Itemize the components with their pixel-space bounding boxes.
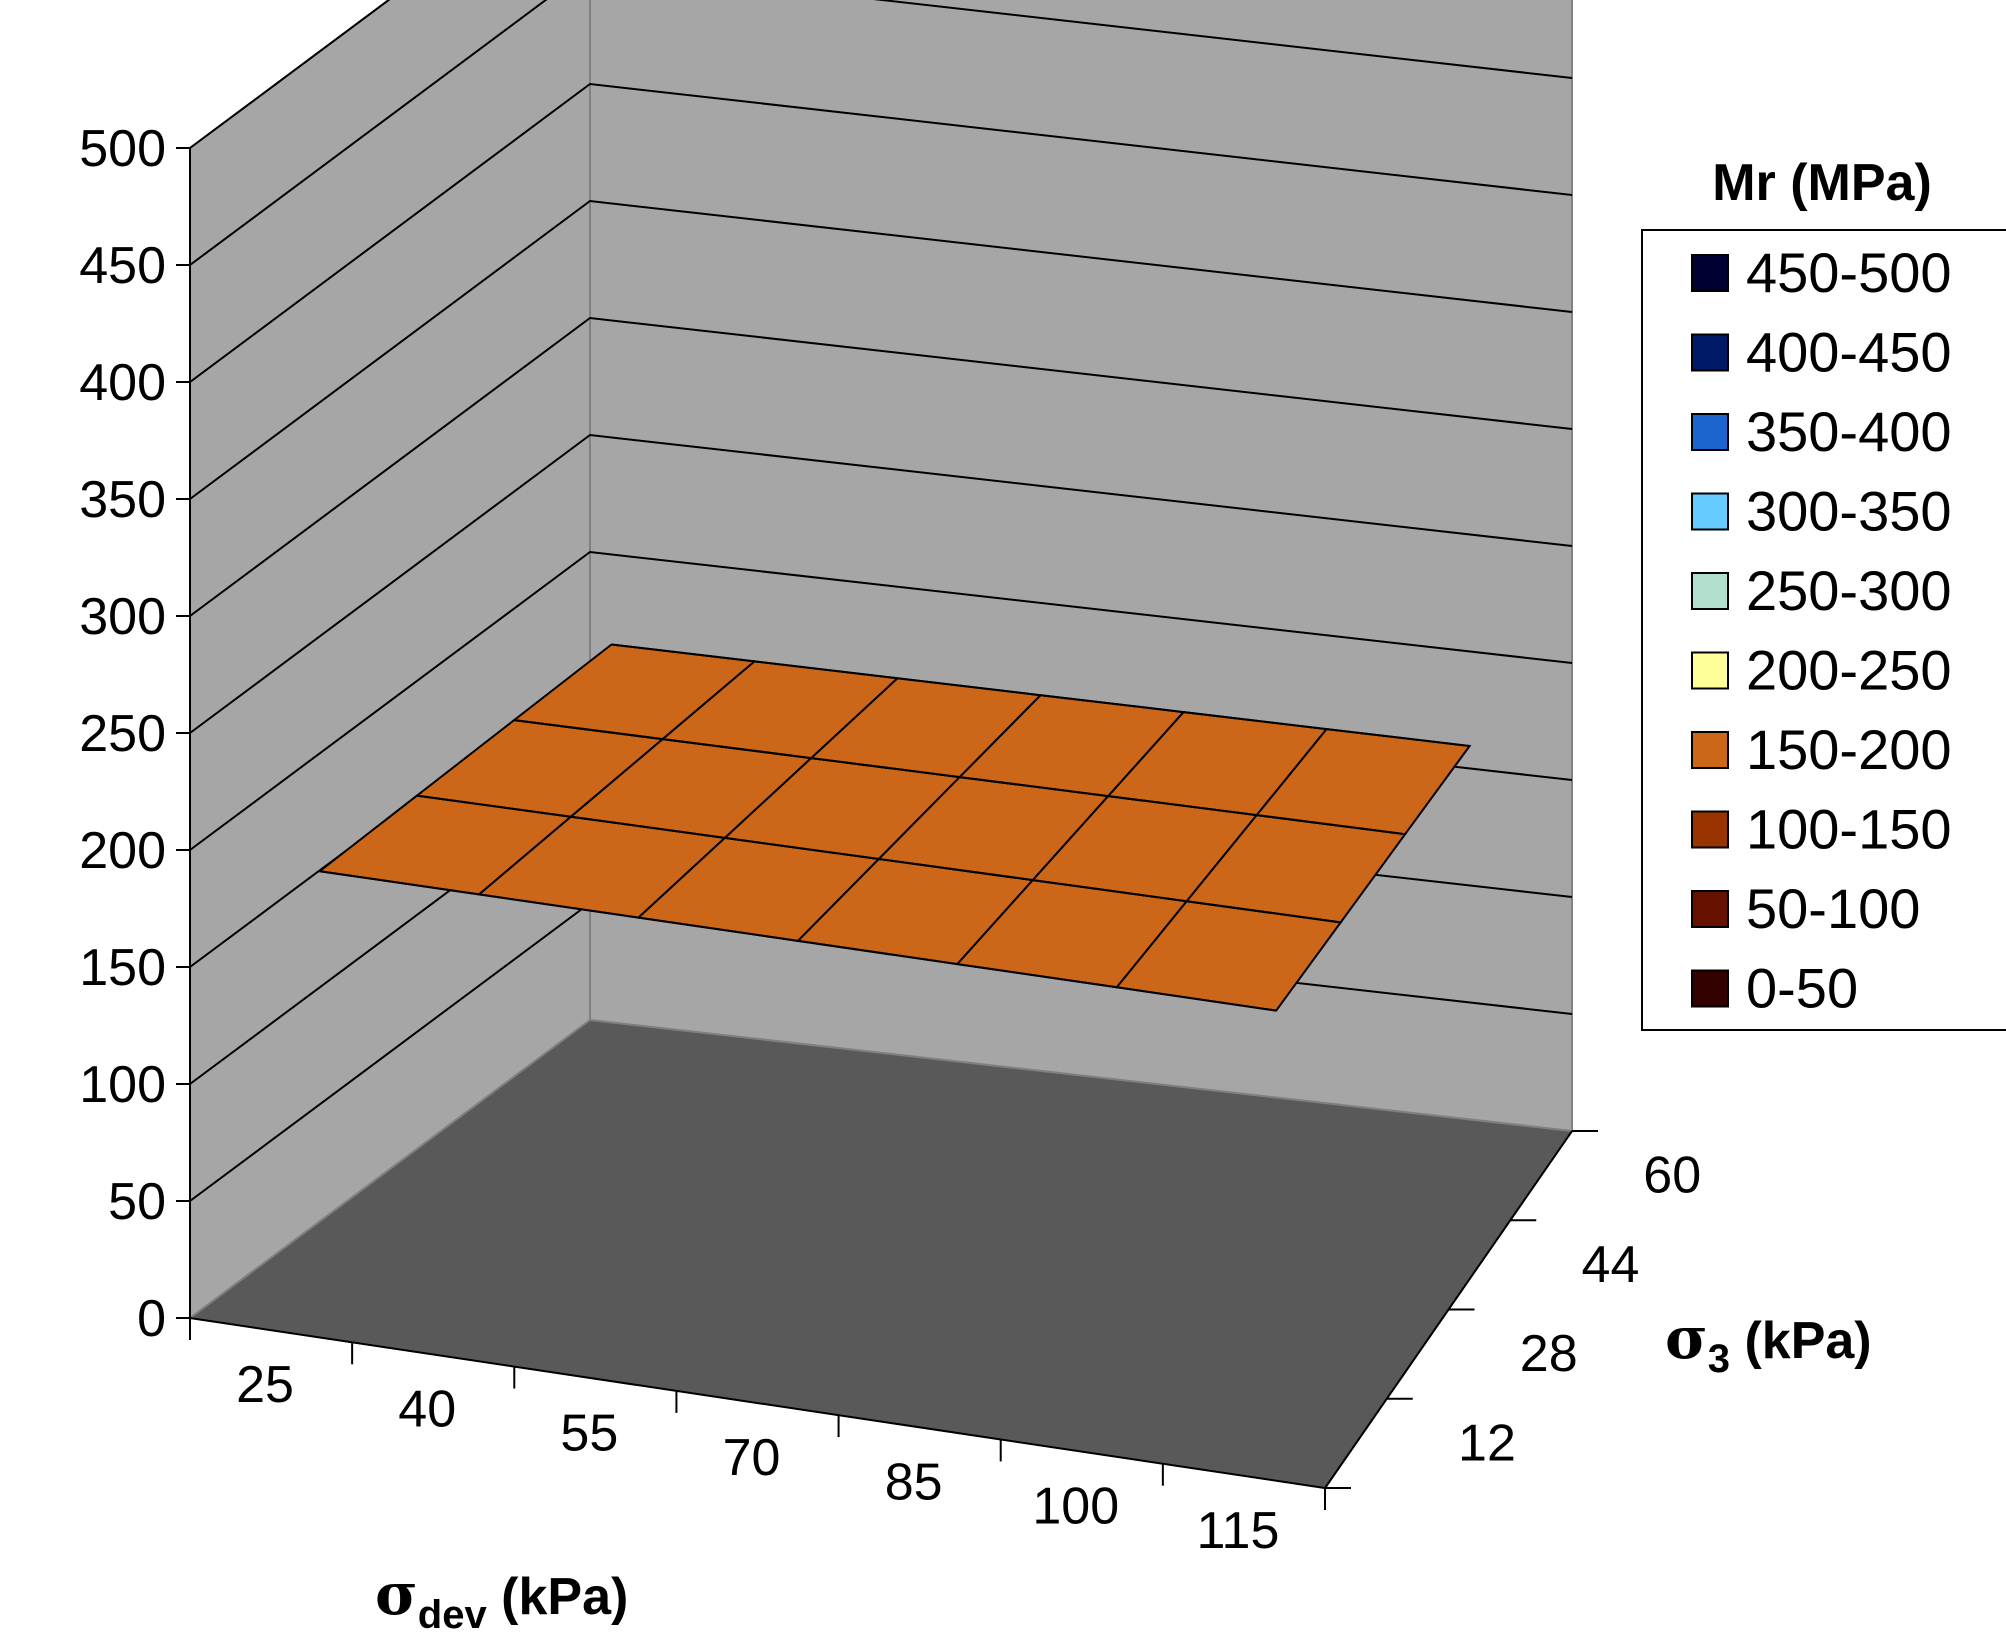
z-tick-label: 250: [79, 705, 166, 763]
z-gridline: [189, 0, 1573, 266]
legend-label: 300-350: [1746, 480, 1952, 543]
x-tick-label: 55: [560, 1405, 618, 1463]
legend: Mr (MPa) 450-500 400-450 350-400 300-350 250…: [1641, 154, 2006, 1031]
z-gridline: [189, 433, 1573, 734]
legend-swatch: [1691, 651, 1729, 690]
x-tick-label: 40: [398, 1380, 456, 1438]
y-axis-unit: (kPa): [1730, 1312, 1872, 1370]
legend-label: 450-500: [1746, 241, 1952, 304]
z-gridline: [189, 199, 1573, 500]
legend-swatch: [1691, 810, 1729, 849]
legend-label: 50-100: [1746, 877, 1920, 940]
y-tick-label: 28: [1520, 1325, 1578, 1383]
z-gridline: [189, 550, 1573, 851]
y-tick-label: 12: [1458, 1414, 1516, 1472]
x-tick-label: 100: [1032, 1478, 1119, 1536]
surface-grid: [317, 643, 1472, 1012]
z-tick-label: 0: [137, 1290, 166, 1348]
y-axis-subscript: 3: [1708, 1337, 1730, 1381]
legend-label: 350-400: [1746, 400, 1952, 463]
legend-label: 250-300: [1746, 559, 1952, 622]
legend-label: 150-200: [1746, 718, 1952, 781]
x-tick-label: 85: [885, 1453, 943, 1511]
z-tick-label: 350: [79, 471, 166, 529]
y-tick-label: 44: [1582, 1236, 1640, 1294]
legend-label: 400-450: [1746, 321, 1952, 384]
legend-swatch: [1691, 890, 1729, 928]
legend-label: 0-50: [1746, 957, 1858, 1020]
y-axis-symbol: σ: [1665, 1304, 1708, 1372]
legend-swatch: [1691, 413, 1729, 451]
x-axis-symbol: σ: [375, 1560, 418, 1628]
surface-row-line: [416, 794, 1341, 924]
x-axis-subscript: dev: [418, 1593, 488, 1634]
x-tick-label: 25: [236, 1356, 294, 1414]
z-tick-label: 300: [79, 588, 166, 646]
z-gridline: [189, 316, 1573, 617]
legend-label: 200-250: [1746, 639, 1952, 702]
x-axis-line: [189, 1317, 1326, 1489]
x-axis-unit: (kPa): [487, 1568, 629, 1626]
legend-label: 100-150: [1746, 798, 1952, 861]
legend-swatch: [1691, 731, 1729, 769]
y-axis-title: σ3 (kPa): [1665, 1304, 1872, 1381]
legend-swatch: [1691, 333, 1729, 372]
z-gridline: [189, 82, 1573, 383]
z-tick-label: 450: [79, 237, 166, 295]
x-tick-label: 70: [723, 1429, 781, 1487]
z-tick-label: 100: [79, 1056, 166, 1114]
legend-swatch: [1691, 254, 1729, 292]
z-gridline: [189, 0, 391, 149]
z-tick-label: 500: [79, 120, 166, 178]
x-axis-title: σdev (kPa): [375, 1560, 628, 1634]
legend-entries: 450-500 400-450 350-400 300-350 250-300 200-2…: [1691, 241, 1952, 1020]
axes: 0 50 100 150 200 250 300 350 400 450 500 25 40 55 70 85…: [79, 120, 1701, 1560]
legend-swatch: [1691, 572, 1729, 610]
surface-row-line: [319, 870, 1277, 1012]
legend-swatch: [1691, 492, 1729, 531]
legend-title: Mr (MPa): [1712, 154, 1932, 212]
surface-row-line: [514, 719, 1406, 836]
surface-row-line: [611, 643, 1470, 747]
legend-swatch: [1691, 969, 1729, 1008]
z-tick-label: 150: [79, 939, 166, 997]
z-tick-label: 200: [79, 822, 166, 880]
z-tick-label: 400: [79, 354, 166, 412]
y-tick-label: 60: [1643, 1147, 1701, 1205]
x-tick-label: 115: [1196, 1502, 1279, 1560]
z-tick-label: 50: [108, 1173, 166, 1231]
